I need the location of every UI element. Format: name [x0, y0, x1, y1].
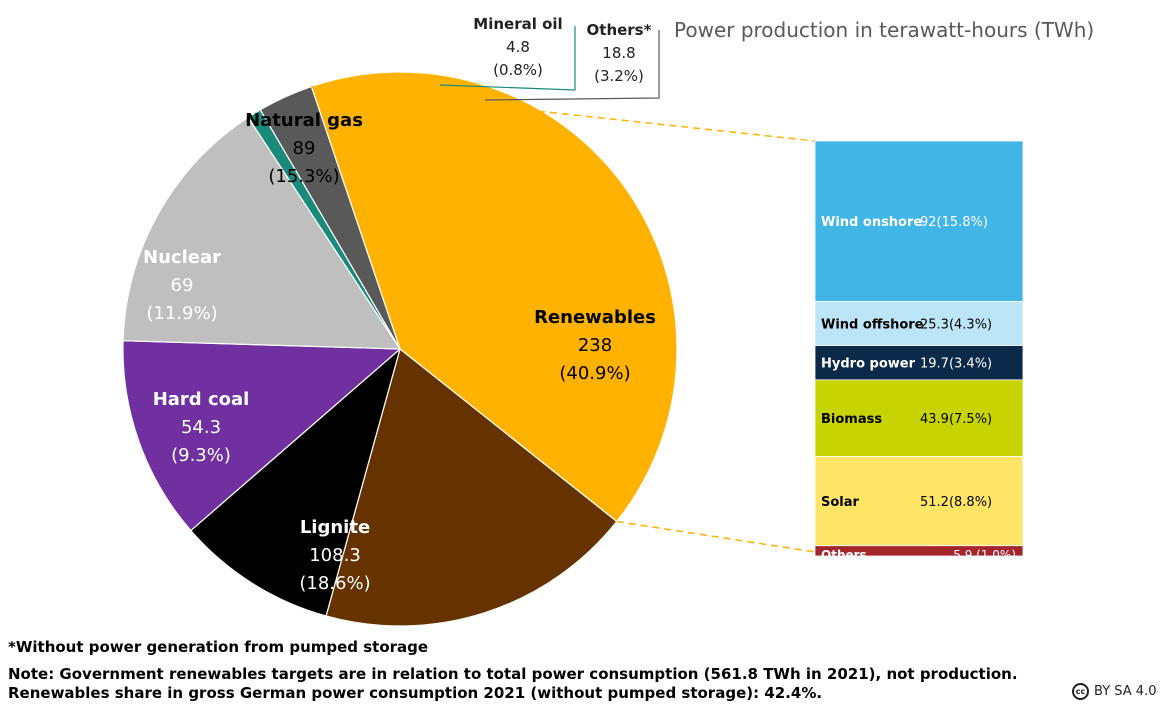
slice-labels: Renewables 238 (40.9%) Lignite 108.3 (18.6%) H…	[143, 15, 660, 594]
bar-label-biomass-name: Biomass	[821, 412, 882, 427]
label-hard-coal-pct: (9.3%)	[171, 445, 231, 466]
label-mineral-oil-name: Mineral oil	[473, 15, 562, 33]
bar-label-wind-onshore-name: Wind onshore	[821, 215, 922, 230]
label-nuclear-pct: (11.9%)	[146, 303, 217, 324]
bar-label-wind-offshore-name: Wind offshore	[821, 318, 924, 333]
bar-segment-others	[814, 545, 1024, 557]
slice-lignite	[325, 347, 618, 627]
breakdown-connectors	[311, 85, 816, 553]
bar-label-biomass-value: 43.9(7.5%)	[920, 412, 992, 427]
label-others-pct: (3.2%)	[594, 67, 644, 85]
connector-top	[311, 85, 816, 142]
bar-label-others-name: Others	[821, 548, 867, 562]
bar-label-wind-offshore-value: 25.3(4.3%)	[920, 318, 992, 333]
label-others-name: Others*	[587, 21, 652, 39]
label-nuclear-value: 69	[171, 275, 194, 296]
label-mineral-oil-value: 4.8	[506, 38, 530, 56]
note-line-1: Note: Government renewables targets are …	[8, 665, 1018, 683]
note-line-2: Renewables share in gross German power c…	[8, 684, 823, 702]
cc-icon: cc	[1072, 683, 1089, 700]
bar-label-solar-name: Solar	[821, 495, 860, 510]
connector-bottom	[616, 520, 816, 553]
callout-line-mineral-oil	[439, 26, 576, 91]
label-nuclear-name: Nuclear	[143, 247, 221, 268]
license-text: BY SA 4.0	[1094, 684, 1157, 699]
label-renewables-pct: (40.9%)	[559, 363, 630, 384]
bar-segment-wind-onshore	[814, 140, 1024, 302]
label-natural-gas-name: Natural gas	[245, 110, 363, 131]
label-mineral-oil-pct: (0.8%)	[493, 61, 543, 79]
bar-segment-solar	[814, 456, 1024, 547]
slice-others	[259, 85, 401, 350]
footnote: *Without power generation from pumped st…	[8, 638, 429, 656]
slice-hard-coal	[189, 347, 402, 617]
label-natural-gas-value: 89	[293, 138, 316, 159]
label-lignite-name: Lignite	[300, 517, 370, 538]
slice-nuclear	[122, 340, 402, 532]
license: cc BY SA 4.0	[1072, 683, 1156, 700]
bar-label-hydro-power-name: Hydro power	[821, 357, 916, 372]
label-hard-coal-name: Hard coal	[153, 389, 250, 410]
label-others-value: 18.8	[602, 44, 635, 62]
label-lignite-pct: (18.6%)	[299, 573, 370, 594]
bar-label-hydro-power-value: 19.7(3.4%)	[920, 357, 992, 372]
bar-segment-hydro-power	[814, 345, 1024, 381]
slice-natural-gas	[122, 116, 402, 350]
callout-line-others	[484, 30, 660, 101]
label-natural-gas-pct: (15.3%)	[268, 166, 339, 187]
label-hard-coal-value: 54.3	[181, 417, 221, 438]
chart-title: Power production in terawatt-hours (TWh)	[674, 18, 1095, 42]
bar-label-solar-value: 51.2(8.8%)	[920, 495, 992, 510]
pie-slices	[122, 71, 678, 627]
label-renewables-name: Renewables	[534, 307, 656, 328]
slice-renewables	[310, 71, 678, 523]
bar-segment-biomass	[814, 379, 1024, 457]
bar-segment-wind-offshore	[814, 301, 1024, 346]
label-renewables-value: 238	[578, 335, 612, 356]
label-lignite-value: 108.3	[309, 545, 361, 566]
bar-label-others-value: 5.9 (1.0%)	[953, 548, 1016, 562]
bar-label-wind-onshore-value: 92(15.8%)	[920, 215, 988, 230]
